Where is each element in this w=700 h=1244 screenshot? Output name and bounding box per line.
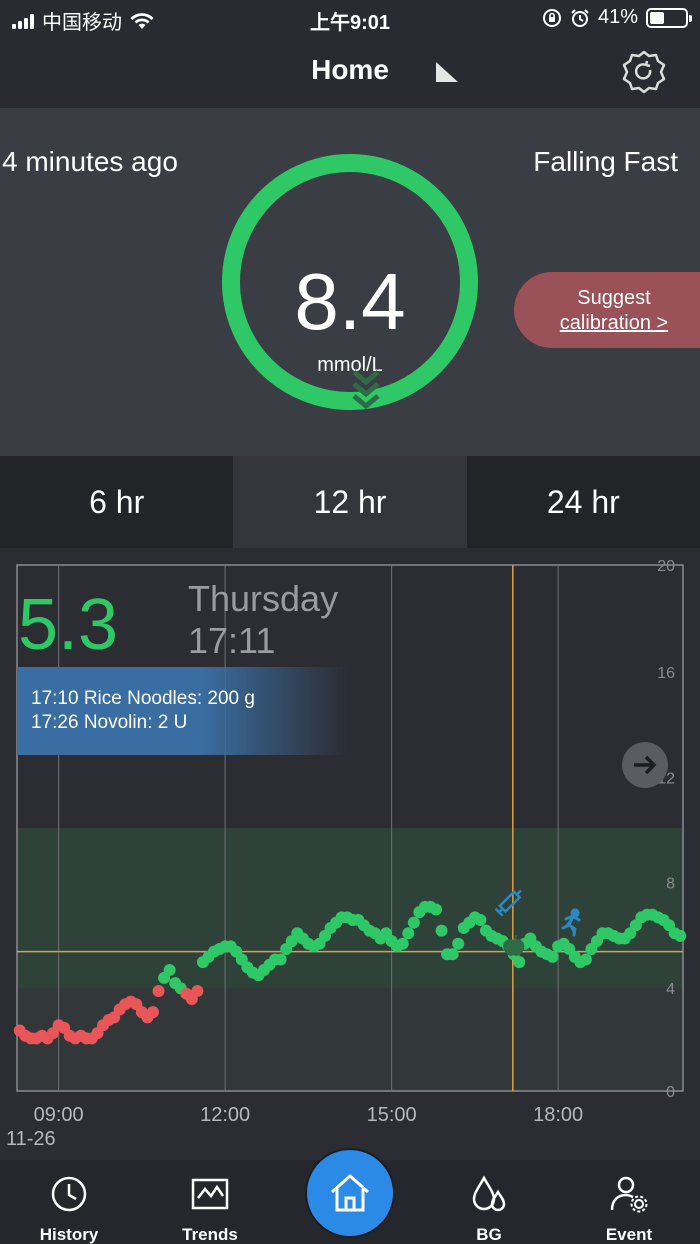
bottom-nav: History Trends BG — [0, 1148, 700, 1244]
glucose-point — [674, 929, 687, 942]
current-reading-panel: 4 minutes ago Falling Fast 8.4 mmol/L Su… — [0, 108, 700, 456]
trends-chart-icon — [191, 1178, 229, 1210]
glucose-point — [163, 964, 176, 977]
selected-glucose-value: 5.3 — [18, 585, 119, 665]
falling-fast-arrow-icon — [352, 370, 380, 410]
nav-event-label: Event — [605, 1225, 653, 1244]
glucose-point — [579, 953, 592, 966]
glucose-point — [152, 985, 165, 998]
glucose-point — [146, 1006, 159, 1019]
glucose-point — [191, 985, 204, 998]
tab-24-hr[interactable]: 24 hr — [466, 456, 700, 548]
nav-trends-label: Trends — [182, 1225, 238, 1244]
last-reading-age: 4 minutes ago — [2, 146, 178, 177]
glucose-point — [396, 937, 409, 950]
nav-trends[interactable]: Trends — [160, 1174, 260, 1244]
glucose-point — [435, 924, 448, 937]
home-icon — [331, 1174, 369, 1212]
x-tick-label: 18:00 — [533, 1104, 583, 1126]
nav-bar: Home — [0, 36, 700, 108]
flag-icon[interactable] — [436, 62, 458, 82]
clock-icon — [51, 1176, 87, 1212]
nav-bg-label: BG — [476, 1225, 502, 1244]
tab-12-hr[interactable]: 12 hr — [233, 456, 467, 548]
glucose-point — [474, 914, 487, 927]
home-button[interactable] — [305, 1148, 395, 1238]
selected-time: 17:11 — [188, 620, 276, 661]
arrow-right-icon — [634, 755, 657, 775]
glucose-point — [546, 950, 559, 963]
nav-history[interactable]: History — [19, 1174, 119, 1244]
apple-icon — [503, 934, 525, 956]
glucose-value: 8.4 — [294, 257, 406, 346]
tab-6-hr[interactable]: 6 hr — [0, 456, 234, 548]
suggest-calibration-button[interactable]: Suggest calibration > — [514, 272, 700, 348]
low-range-band — [17, 988, 683, 1091]
glucose-ring: 8.4 mmol/L — [222, 154, 478, 410]
event-insulin: 17:26 Novolin: 2 U — [31, 712, 188, 733]
x-tick-label: 09:00 — [34, 1104, 84, 1126]
glucose-chart[interactable]: 09:00 12:00 15:00 18:00 0 4 8 12 16 20 5.3 Thursd… — [0, 548, 700, 1160]
blood-drop-icon — [472, 1175, 506, 1212]
nav-bg[interactable]: BG — [439, 1174, 539, 1244]
x-tick-label: 15:00 — [367, 1104, 417, 1126]
status-right: 41% — [542, 6, 692, 29]
battery-icon — [646, 7, 692, 28]
y-tick-label: 16 — [657, 665, 675, 682]
chart-next-button[interactable] — [622, 742, 668, 788]
insulin-syringe-icon — [494, 889, 522, 917]
glucose-point — [513, 956, 526, 969]
chart-date-label: 11-26 — [6, 1128, 56, 1150]
settings-icon[interactable] — [620, 48, 668, 96]
glucose-point — [430, 903, 443, 916]
y-tick-label: 4 — [666, 981, 675, 998]
y-tick-label: 0 — [666, 1084, 675, 1101]
battery-percent: 41% — [597, 6, 638, 28]
signal-icon — [12, 13, 34, 29]
event-meal: 17:10 Rice Noodles: 200 g — [31, 688, 255, 709]
chart-frame — [16, 564, 684, 1092]
suggest-label: Suggest — [577, 287, 651, 309]
selected-day: Thursday — [188, 578, 339, 619]
status-left: 中国移动 — [12, 6, 154, 35]
page-title: Home — [311, 54, 389, 85]
glucose-point — [274, 953, 287, 966]
user-settings-icon — [610, 1176, 648, 1213]
range-tabs: 6 hr 12 hr 24 hr — [0, 456, 700, 548]
nav-history-label: History — [39, 1225, 99, 1244]
x-tick-label: 12:00 — [200, 1104, 250, 1126]
carrier-label: 中国移动 — [42, 12, 122, 34]
running-icon — [561, 908, 581, 937]
trend-label: Falling Fast — [533, 146, 678, 177]
alarm-icon — [571, 8, 589, 27]
wifi-icon — [130, 12, 154, 29]
nav-event[interactable]: Event — [579, 1174, 679, 1244]
calibration-link[interactable]: calibration > — [559, 312, 669, 334]
status-time: 上午9:01 — [309, 12, 391, 34]
rotation-lock-icon — [542, 8, 561, 27]
glucose-unit: mmol/L — [317, 354, 383, 376]
y-tick-label: 8 — [666, 876, 675, 893]
y-tick-label: 20 — [657, 558, 675, 575]
status-bar: 中国移动 上午9:01 41% — [0, 0, 700, 36]
glucose-point — [402, 927, 415, 940]
glucose-point — [446, 948, 459, 961]
glucose-point — [407, 916, 420, 929]
event-tooltip: 17:10 Rice Noodles: 200 g 17:26 Novolin:… — [17, 667, 347, 755]
selected-datetime: Thursday 17:11 — [188, 578, 338, 662]
glucose-point — [452, 937, 465, 950]
battery-fill — [650, 11, 664, 24]
